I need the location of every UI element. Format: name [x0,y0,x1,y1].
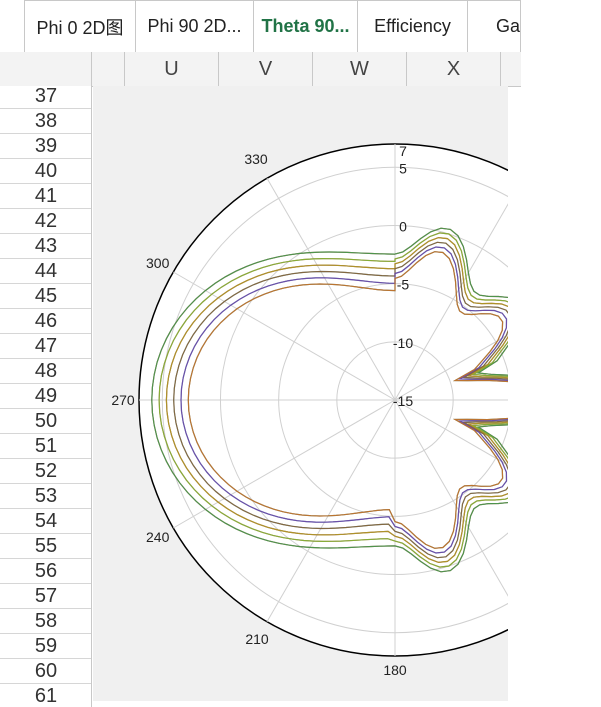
column-header-partial[interactable] [92,52,125,86]
row-header[interactable]: 38 [0,109,91,134]
row-header[interactable]: 44 [0,259,91,284]
row-header[interactable]: 45 [0,284,91,309]
series-curve [165,236,508,564]
radial-tick-label: -15 [393,393,413,409]
row-header[interactable]: 59 [0,634,91,659]
radial-tick-label: 5 [399,160,407,176]
row-header[interactable]: 48 [0,359,91,384]
polar-spoke [266,178,396,401]
polar-spoke [173,271,396,401]
angle-tick-label: 330 [244,151,268,167]
column-header-u[interactable]: U [125,52,219,86]
tab-4[interactable]: Ga [468,0,521,52]
angle-tick-label: 270 [111,392,135,408]
row-header[interactable]: 39 [0,134,91,159]
polar-plot-svg: 330 300 270 240 210 180 75 0 -5 -10 -15 [111,143,508,678]
radial-tick-label: -10 [393,335,413,351]
column-header-w[interactable]: W [313,52,407,86]
row-header[interactable]: 53 [0,484,91,509]
row-header[interactable]: 47 [0,334,91,359]
row-header[interactable]: 55 [0,534,91,559]
angle-tick-label: 180 [383,662,407,678]
row-header[interactable]: 61 [0,684,91,707]
series-curve [158,232,508,568]
row-header[interactable]: 49 [0,384,91,409]
series-curve [180,246,508,554]
sheet-right-area [521,52,601,707]
angle-tick-label: 210 [245,631,269,647]
series-curve [151,227,508,573]
polar-spoke [266,399,396,622]
row-header[interactable]: 37 [0,86,91,109]
row-header[interactable]: 57 [0,584,91,609]
row-header[interactable]: 41 [0,184,91,209]
row-header[interactable]: 40 [0,159,91,184]
sheet-tab-bar: Phi 0 2D图 Phi 90 2D... Theta 90... Efficien… [24,0,521,53]
column-header-v[interactable]: V [219,52,313,86]
row-header[interactable]: 42 [0,209,91,234]
row-header[interactable]: 58 [0,609,91,634]
series-curve [173,241,508,559]
polar-chart[interactable]: 330 300 270 240 210 180 7 5 0 -5 -10 -15 [93,86,508,701]
row-header[interactable]: 46 [0,309,91,334]
polar-spoke [173,399,396,529]
row-header[interactable]: 51 [0,434,91,459]
column-header-x[interactable]: X [407,52,501,86]
series-curve [187,251,508,549]
row-header[interactable]: 50 [0,409,91,434]
tab-3[interactable]: Efficiency [358,0,468,52]
select-all-corner[interactable] [0,52,92,86]
row-header[interactable]: 43 [0,234,91,259]
radial-tick-label: 7 [399,143,407,159]
radial-tick-label: -5 [397,277,410,293]
row-header[interactable]: 56 [0,559,91,584]
tab-1[interactable]: Phi 90 2D... [136,0,254,52]
row-header-column: 37 38 39 40 41 42 43 44 45 46 47 48 49 50 51 52 53 54 55 56… [0,86,92,707]
tab-2[interactable]: Theta 90... [254,0,358,52]
radial-tick-label: 0 [399,218,407,234]
row-header[interactable]: 52 [0,459,91,484]
angle-tick-label: 300 [146,255,170,271]
row-header[interactable]: 60 [0,659,91,684]
row-header[interactable]: 54 [0,509,91,534]
tab-0[interactable]: Phi 0 2D图 [24,0,136,52]
angle-tick-label: 240 [146,529,170,545]
